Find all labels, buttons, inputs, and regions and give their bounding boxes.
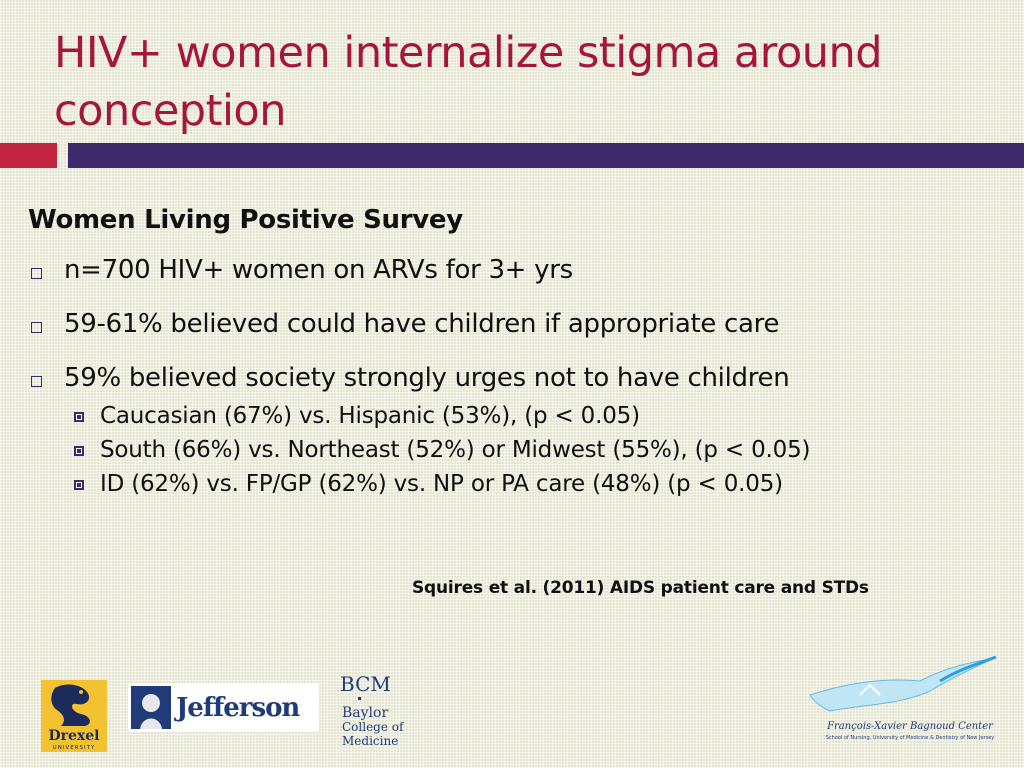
fxb-center-subtext: School of Nursing, University of Medicin… (826, 735, 995, 741)
jefferson-logo: Jefferson (128, 683, 319, 732)
jefferson-logo-text: Jefferson (174, 693, 300, 723)
drexel-logo: Drexel UNIVERSITY (41, 680, 107, 752)
sub-bullet-list: Caucasian (67%) vs. Hispanic (53%), (p <… (64, 401, 1008, 500)
survey-heading: Women Living Positive Survey (28, 205, 463, 235)
bcm-logo-line2: College of (342, 720, 405, 734)
hollow-square-bullet-icon (31, 322, 42, 333)
slide-body: Women Living Positive Survey n=700 HIV+ … (28, 205, 1008, 503)
citation: Squires et al. (2011) AIDS patient care … (412, 578, 869, 598)
bullet-list: n=700 HIV+ women on ARVs for 3+ yrs 59-6… (28, 253, 1008, 500)
bullet-item: n=700 HIV+ women on ARVs for 3+ yrs (28, 253, 1008, 287)
bullet-item: 59-61% believed could have children if a… (28, 307, 1008, 341)
hollow-square-bullet-icon (31, 376, 42, 387)
bcm-logo-line1: Baylor (342, 705, 388, 721)
bullet-item: 59% believed society strongly urges not … (28, 361, 1008, 500)
bullet-text: 59-61% believed could have children if a… (64, 309, 780, 339)
sub-bullet-text: South (66%) vs. Northeast (52%) or Midwe… (100, 437, 811, 463)
sub-bullet-text: ID (62%) vs. FP/GP (62%) vs. NP or PA ca… (100, 471, 783, 497)
sub-bullet-item: Caucasian (67%) vs. Hispanic (53%), (p <… (64, 401, 1008, 432)
sub-bullet-item: South (66%) vs. Northeast (52%) or Midwe… (64, 435, 1008, 466)
title-accent-red-bar (0, 143, 57, 168)
slide-title: HIV+ women internalize stigma around con… (54, 28, 883, 136)
hollow-square-bullet-icon (31, 268, 42, 279)
sub-bullet-item: ID (62%) vs. FP/GP (62%) vs. NP or PA ca… (64, 469, 1008, 500)
bcm-logo-line3: Medicine (342, 734, 398, 748)
filled-square-bullet-icon (74, 412, 84, 422)
filled-square-bullet-icon (74, 446, 84, 456)
fxb-center-name: François-Xavier Bagnoud Center (826, 721, 994, 732)
bullet-text: n=700 HIV+ women on ARVs for 3+ yrs (64, 255, 573, 285)
bcm-logo: BCM Baylor College of Medicine (340, 672, 405, 748)
sub-bullet-text: Caucasian (67%) vs. Hispanic (53%), (p <… (100, 403, 640, 429)
bullet-text: 59% believed society strongly urges not … (64, 363, 790, 393)
title-accent-purple-bar (68, 143, 1024, 168)
bcm-logo-abbr: BCM (340, 672, 391, 696)
filled-square-bullet-icon (74, 480, 84, 490)
drexel-logo-subtext: UNIVERSITY (53, 745, 96, 751)
drexel-logo-text: Drexel (49, 728, 100, 744)
fxb-center-logo: François-Xavier Bagnoud Center School of… (809, 655, 997, 741)
